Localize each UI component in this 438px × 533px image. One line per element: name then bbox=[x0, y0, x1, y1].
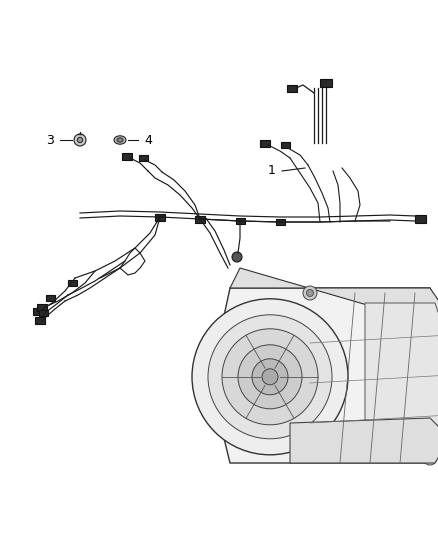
Polygon shape bbox=[210, 288, 438, 463]
Circle shape bbox=[77, 138, 83, 143]
Bar bbox=[37, 303, 47, 311]
Polygon shape bbox=[230, 268, 438, 332]
Circle shape bbox=[427, 455, 434, 462]
Bar bbox=[260, 140, 270, 147]
Bar bbox=[67, 280, 77, 286]
Text: 4: 4 bbox=[144, 133, 152, 147]
Bar bbox=[155, 214, 165, 221]
Bar bbox=[280, 142, 290, 148]
Bar bbox=[276, 219, 285, 225]
Bar bbox=[195, 215, 205, 222]
Circle shape bbox=[307, 289, 314, 296]
Bar bbox=[122, 152, 132, 159]
Circle shape bbox=[192, 299, 348, 455]
Polygon shape bbox=[365, 303, 438, 453]
Bar bbox=[33, 308, 43, 314]
Circle shape bbox=[232, 252, 242, 262]
Bar bbox=[320, 79, 332, 87]
Text: 1: 1 bbox=[268, 165, 276, 177]
Bar bbox=[35, 317, 45, 324]
Polygon shape bbox=[290, 418, 438, 463]
Ellipse shape bbox=[114, 136, 126, 144]
Bar bbox=[39, 310, 47, 316]
Bar bbox=[138, 155, 148, 161]
Circle shape bbox=[238, 345, 302, 409]
Circle shape bbox=[262, 369, 278, 385]
Text: 3: 3 bbox=[46, 133, 54, 147]
Circle shape bbox=[74, 134, 86, 146]
Ellipse shape bbox=[117, 138, 123, 142]
Circle shape bbox=[423, 451, 437, 465]
Circle shape bbox=[222, 329, 318, 425]
Circle shape bbox=[252, 359, 288, 395]
Circle shape bbox=[303, 286, 317, 300]
Circle shape bbox=[208, 315, 332, 439]
Bar bbox=[236, 218, 244, 224]
Bar bbox=[414, 215, 425, 223]
Bar bbox=[46, 295, 54, 301]
Bar bbox=[287, 85, 297, 92]
